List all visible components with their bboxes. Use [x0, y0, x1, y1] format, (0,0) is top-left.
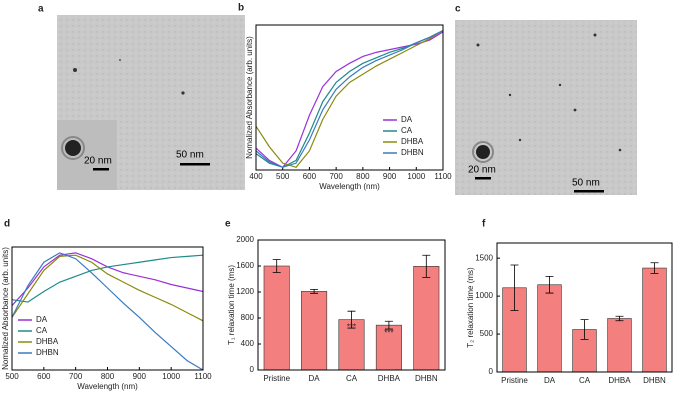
panel-a: a 20 nm 50 nm — [38, 4, 245, 190]
bar — [375, 324, 402, 371]
x-tick-label: DA — [309, 374, 321, 383]
y-tick-label: 800 — [241, 313, 255, 322]
error-bar — [545, 275, 554, 294]
x-axis-label: Wavelength (nm) — [77, 382, 138, 391]
x-tick-label: DA — [544, 376, 556, 385]
y-tick-label: 1600 — [236, 261, 254, 270]
series-line — [11, 254, 204, 322]
x-tick-label: Pristine — [263, 374, 290, 383]
tem-image — [455, 20, 637, 195]
scale-bar-label: 50 nm — [176, 150, 204, 161]
significance: *** — [384, 328, 393, 337]
panel-label: e — [225, 219, 231, 230]
y-tick-label: 1500 — [475, 253, 493, 262]
bar — [301, 291, 328, 371]
series-line — [255, 31, 444, 169]
legend-label: DA — [401, 115, 413, 124]
y-axis-label: Nomalized Absorbance (arb. units) — [245, 36, 254, 159]
x-tick-label: DHBA — [378, 374, 401, 383]
x-tick-label: 1000 — [407, 172, 425, 181]
y-tick-label: 2000 — [236, 235, 254, 244]
bar — [642, 267, 667, 373]
y-axis-label: T₁ relaxation time (ms) — [227, 265, 236, 345]
x-tick-label: 700 — [329, 172, 343, 181]
scale-bar-label: 20 nm — [468, 165, 496, 176]
bar — [413, 266, 440, 371]
plot-frame — [11, 246, 204, 371]
x-tick-label: DHBA — [608, 376, 631, 385]
plot-frame — [496, 242, 673, 373]
bar — [607, 318, 632, 373]
significance: *** — [347, 323, 356, 332]
panel-label: c — [455, 4, 461, 15]
error-bar — [384, 320, 393, 330]
x-tick-label: CA — [579, 376, 591, 385]
plot-frame — [255, 24, 444, 171]
x-tick-label: 1000 — [162, 372, 180, 381]
error-bar — [272, 259, 281, 273]
x-axis-label: Wavelength (nm) — [319, 182, 380, 191]
y-tick-label: 400 — [241, 339, 255, 348]
legend-label: DHBN — [401, 148, 424, 157]
error-bar — [650, 262, 659, 274]
series-line — [255, 29, 444, 168]
x-tick-label: 900 — [383, 172, 397, 181]
panel-c: c 20 nm 50 nm — [455, 4, 637, 195]
error-bar — [580, 319, 589, 340]
series-line — [11, 252, 204, 306]
legend-label: DHBA — [36, 337, 59, 346]
y-tick-label: 0 — [250, 365, 255, 374]
series-line — [255, 29, 444, 168]
y-axis-label: T₂ relaxation time (ms) — [466, 267, 475, 348]
scale-bar-label: 20 nm — [84, 156, 112, 167]
panel-label: a — [38, 4, 44, 15]
x-tick-label: 500 — [5, 372, 19, 381]
legend-label: CA — [36, 326, 48, 335]
error-bar — [615, 315, 624, 322]
error-bar — [510, 264, 519, 311]
y-tick-label: 0 — [489, 367, 494, 376]
panel-label: b — [238, 3, 244, 14]
y-tick-label: 1000 — [475, 291, 493, 300]
error-bar — [310, 289, 319, 294]
x-tick-label: 500 — [276, 172, 290, 181]
error-bar — [422, 254, 431, 278]
x-tick-label: DHBN — [415, 374, 438, 383]
x-tick-label: 1100 — [194, 372, 212, 381]
legend-label: DA — [36, 315, 48, 324]
series-line — [11, 252, 204, 371]
bar — [263, 265, 290, 371]
legend-label: CA — [401, 126, 413, 135]
y-tick-label: 1200 — [236, 287, 254, 296]
x-tick-label: Pristine — [501, 376, 528, 385]
error-bar — [347, 310, 356, 329]
x-tick-label: 400 — [249, 172, 263, 181]
plot-frame — [257, 239, 446, 371]
x-tick-label: 600 — [37, 372, 51, 381]
y-axis-label: Nomalized Absorbance (arb. units) — [1, 247, 10, 370]
panel-label: d — [4, 219, 10, 230]
y-tick-label: 500 — [480, 329, 494, 338]
legend-label: DHBN — [36, 348, 59, 357]
bar — [537, 284, 562, 373]
scale-bar-label: 50 nm — [572, 178, 600, 189]
legend-label: DHBA — [401, 137, 424, 146]
x-tick-label: 800 — [356, 172, 370, 181]
x-tick-label: 700 — [69, 372, 83, 381]
x-tick-label: 1100 — [434, 172, 452, 181]
x-tick-label: 800 — [101, 372, 115, 381]
series-line — [255, 29, 444, 168]
series-line — [11, 254, 204, 303]
x-tick-label: CA — [346, 374, 358, 383]
x-tick-label: DHBN — [643, 376, 666, 385]
x-tick-label: 900 — [133, 372, 147, 381]
x-tick-label: 600 — [303, 172, 317, 181]
panel-label: f — [482, 219, 486, 230]
